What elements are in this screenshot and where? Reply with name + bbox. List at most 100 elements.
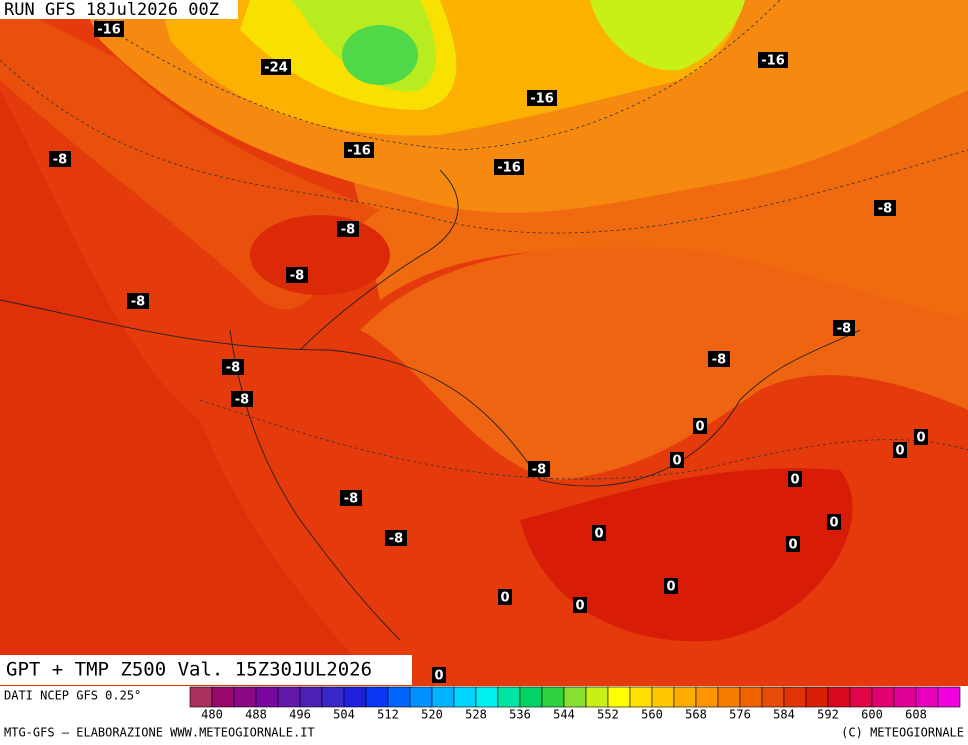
- label-box: [527, 90, 557, 106]
- colorbar-tick-label: 488: [245, 708, 267, 722]
- source-label: DATI NCEP GFS 0.25°: [4, 689, 141, 703]
- label-box: [432, 667, 446, 683]
- contour-label: -8: [341, 223, 355, 238]
- colorbar-box: [585, 686, 609, 708]
- colorbar-tick-label: 552: [597, 708, 619, 722]
- label-box: [893, 442, 907, 458]
- colorbar-tick-label: 512: [377, 708, 399, 722]
- label-box: [758, 52, 788, 68]
- colorbar-tick-label: 584: [773, 708, 795, 722]
- label-box: [286, 267, 308, 283]
- colorbar-tick-label: 480: [201, 708, 223, 722]
- label-box: [528, 461, 550, 477]
- contours: [0, 0, 968, 480]
- footer-left: MTG-GFS – ELABORAZIONE WWW.METEOGIORNALE…: [4, 726, 315, 740]
- contour-label: 0: [434, 669, 443, 684]
- contour-label: -24: [264, 61, 288, 76]
- colorbar-box: [211, 686, 235, 708]
- label-box: [340, 490, 362, 506]
- contour-label: -8: [878, 202, 892, 217]
- label-box: [222, 359, 244, 375]
- label-box: [494, 159, 524, 175]
- colorbar-box: [893, 686, 917, 708]
- contour-label: 0: [672, 454, 681, 469]
- colorbar-tick-label: 560: [641, 708, 663, 722]
- colorbar-box: [255, 686, 279, 708]
- colorbar-box: [431, 686, 455, 708]
- run-label: RUN GFS 18Jul2026 00Z: [4, 0, 219, 20]
- colorbar-box: [717, 686, 741, 708]
- contour-label: 0: [829, 516, 838, 531]
- contour-label: 0: [895, 444, 904, 459]
- label-box: [592, 525, 606, 541]
- colorbar-tick-label: 600: [861, 708, 883, 722]
- contour-label: 0: [695, 420, 704, 435]
- label-box: [231, 391, 253, 407]
- colorbar-tick-label: 504: [333, 708, 355, 722]
- colorbar-box: [629, 686, 653, 708]
- colorbar-box: [695, 686, 719, 708]
- contour-label: 0: [666, 580, 675, 595]
- contour-label: -8: [226, 361, 240, 376]
- colorbar-box: [849, 686, 873, 708]
- label-box: [874, 200, 896, 216]
- contour-label: 0: [594, 527, 603, 542]
- contour-label: 0: [575, 599, 584, 614]
- colorbar-box: [519, 686, 543, 708]
- colorbar-box: [365, 686, 389, 708]
- colorbar-box: [607, 686, 631, 708]
- colorbar-box: [563, 686, 587, 708]
- contour-label: 0: [790, 473, 799, 488]
- colorbar-tick-label: 520: [421, 708, 443, 722]
- colorbar-box: [761, 686, 785, 708]
- header-box: [0, 0, 238, 19]
- label-box: [344, 142, 374, 158]
- label-box: [708, 351, 730, 367]
- colorbar-box: [299, 686, 323, 708]
- contour-label: -8: [837, 322, 851, 337]
- colorbar-tick-label: 568: [685, 708, 707, 722]
- contour-label: 0: [916, 431, 925, 446]
- colorbar-box: [189, 686, 213, 708]
- colorbar-box: [453, 686, 477, 708]
- colorbar-box: [937, 686, 961, 708]
- colorbar-box: [673, 686, 697, 708]
- colorbar-box: [475, 686, 499, 708]
- label-box: [827, 514, 841, 530]
- colorbar-tick-label: 544: [553, 708, 575, 722]
- label-box: [833, 320, 855, 336]
- colorbar-box: [233, 686, 257, 708]
- label-box: [261, 59, 291, 75]
- colorbar-box: [541, 686, 565, 708]
- title-box: [0, 655, 412, 685]
- colorbar-box: [409, 686, 433, 708]
- label-box: [337, 221, 359, 237]
- label-box: [94, 21, 124, 37]
- contour-label: 0: [788, 538, 797, 553]
- colorbar-tick-label: 496: [289, 708, 311, 722]
- contour-label: -16: [347, 144, 371, 159]
- colorbar-box: [827, 686, 851, 708]
- colorbar-box: [915, 686, 939, 708]
- colorbar-box: [497, 686, 521, 708]
- label-box: [498, 589, 512, 605]
- contour-label: 0: [500, 591, 509, 606]
- colorbar-box: [387, 686, 411, 708]
- label-box: [693, 418, 707, 434]
- colorbar-box: [651, 686, 675, 708]
- label-box: [49, 151, 71, 167]
- map-title: GPT + TMP Z500 Val. 15Z30JUL2026: [6, 659, 372, 681]
- label-box: [914, 429, 928, 445]
- colorbar-tick-label: 528: [465, 708, 487, 722]
- colorbar-box: [871, 686, 895, 708]
- contour-label: -8: [131, 295, 145, 310]
- contour-label: -8: [389, 532, 403, 547]
- colorbar-tick-label: 576: [729, 708, 751, 722]
- contour-label: -8: [53, 153, 67, 168]
- label-box: [127, 293, 149, 309]
- contour-label: -16: [97, 23, 121, 38]
- label-box: [786, 536, 800, 552]
- label-box: [573, 597, 587, 613]
- colorbar-tick-label: 536: [509, 708, 531, 722]
